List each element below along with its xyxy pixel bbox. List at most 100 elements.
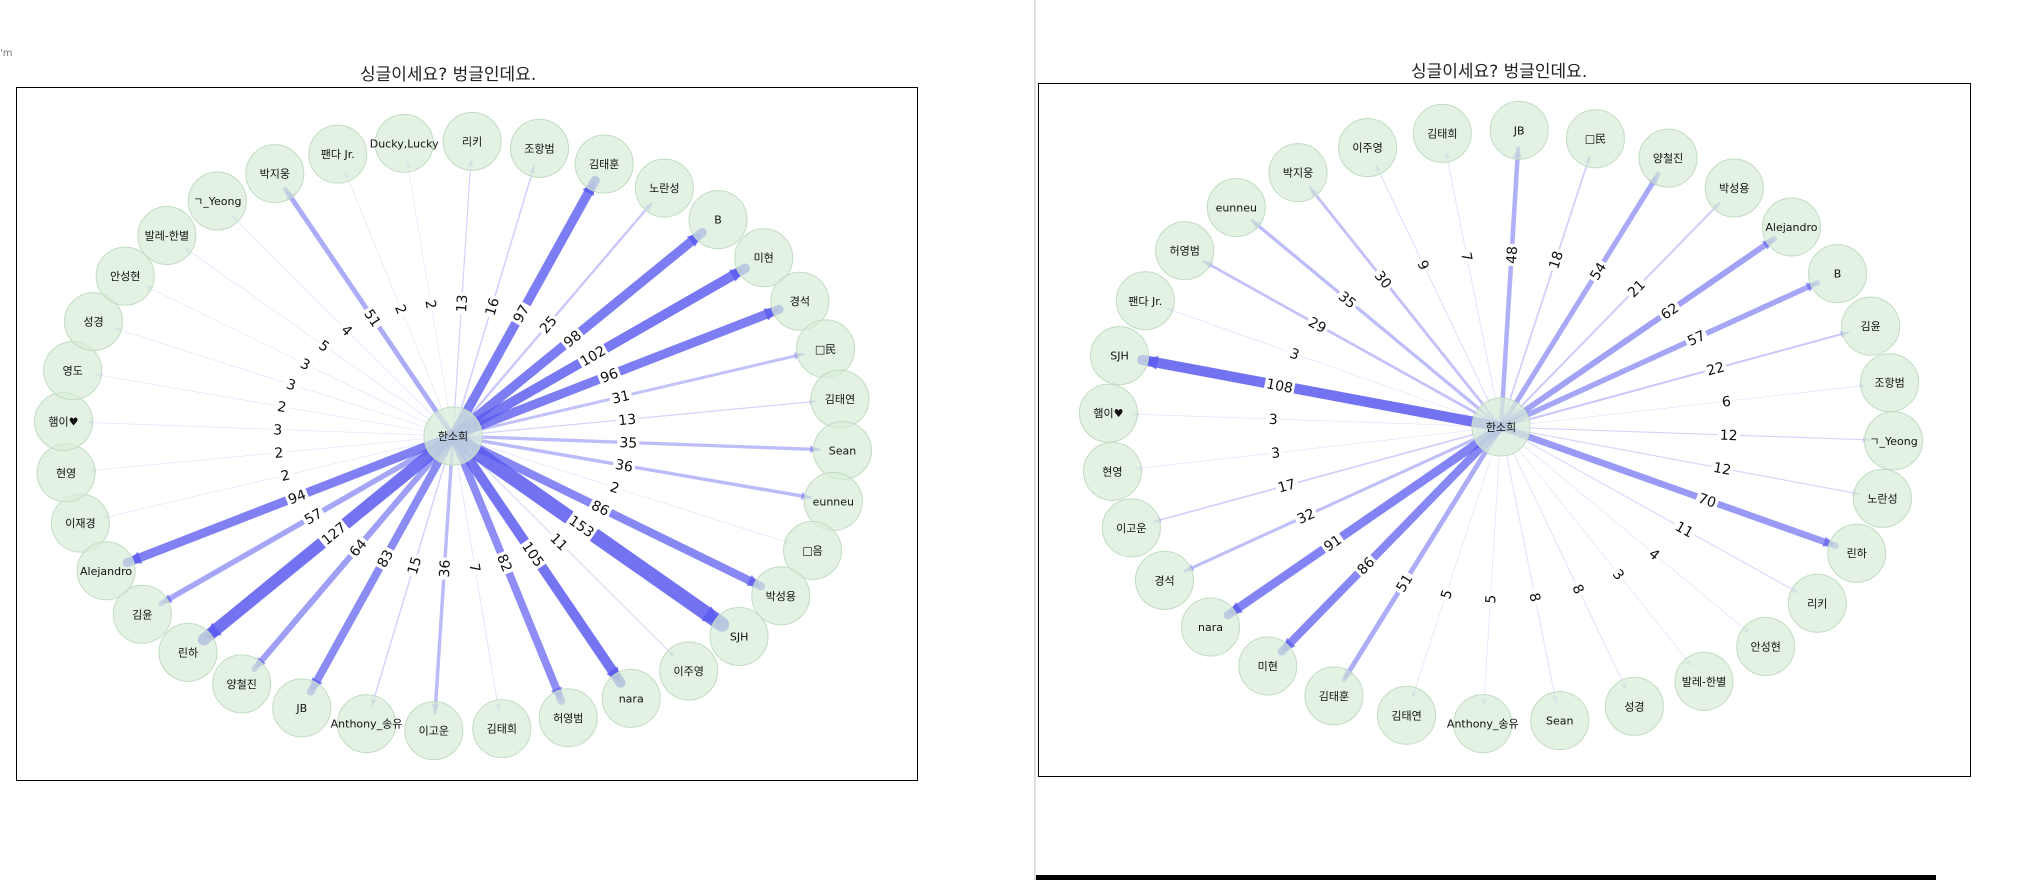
node-label: 노란성	[1867, 492, 1897, 505]
edge-weight: 2	[276, 399, 288, 416]
node-circle	[137, 206, 197, 266]
edge-label: 31	[607, 385, 634, 408]
edge-label-bg	[1584, 257, 1611, 285]
node-circle	[1604, 676, 1664, 736]
edge-label: 5	[313, 334, 336, 357]
edge-weight: 13	[618, 412, 637, 430]
graph-node: nara	[1181, 597, 1241, 657]
graph-node: 안성현	[95, 246, 155, 306]
edge-label: 2	[605, 476, 625, 498]
node-label: 박지웅	[260, 168, 290, 181]
edge-line	[88, 435, 454, 472]
edge-label-bg	[1435, 584, 1456, 604]
edge-label: 7	[1457, 248, 1478, 266]
node-label: 노란성	[649, 182, 679, 195]
graph-node: 리키	[1787, 573, 1847, 633]
node-label: Alejandro	[80, 565, 132, 578]
edge-label: 32	[1292, 503, 1320, 528]
edge-label: 5	[1480, 591, 1500, 607]
node-label: 김태훈	[1319, 690, 1349, 703]
edge-label: 2	[273, 396, 291, 416]
graph-node: 성경	[64, 292, 124, 352]
node-label: 이주영	[1352, 142, 1382, 155]
graph-node: 발레-한별	[137, 206, 197, 266]
graph-node: 노란성	[634, 158, 694, 218]
node-circle	[112, 584, 172, 644]
edge-label: 70	[1694, 488, 1721, 512]
node-circle	[574, 134, 634, 194]
edge-label: 17	[1273, 473, 1300, 497]
graph-node: 김태연	[1377, 685, 1437, 745]
edge-weight: 32	[1295, 506, 1318, 528]
edge-label: 18	[1543, 246, 1567, 273]
node-label: 리키	[462, 135, 482, 148]
graph-node: nara	[601, 668, 661, 728]
node-circle	[158, 622, 218, 682]
graph-node: 미현	[734, 228, 794, 288]
edge-label: 16	[480, 293, 503, 320]
graph-node: 안성현	[1736, 617, 1796, 677]
node-label: 양철진	[226, 678, 256, 691]
edge-label-bg	[493, 549, 518, 577]
bottom-scroll-bar[interactable]	[1036, 875, 1936, 880]
node-label: 현영	[1102, 465, 1122, 478]
node-label: 현영	[56, 467, 76, 480]
graph-node: 이주영	[1338, 118, 1398, 178]
node-circle	[1852, 468, 1912, 528]
node-circle	[1787, 573, 1847, 633]
edge-weight: 11	[1672, 519, 1695, 542]
edge-weight: 15	[405, 555, 425, 577]
graph-node: Ducky,Lucky	[370, 113, 439, 173]
node-circle	[1206, 177, 1266, 237]
edge-label: 36	[434, 557, 454, 581]
edge-label-bg	[1608, 563, 1631, 585]
graph-node: 햄이♥	[33, 392, 93, 452]
graph-node: 미현	[1238, 636, 1298, 696]
edge-line	[1483, 426, 1502, 707]
node-circle	[1412, 103, 1472, 163]
edge-line	[1166, 308, 1502, 428]
graph-node: 김태희	[472, 699, 532, 759]
edge-line	[1277, 422, 1506, 656]
node-label: Anthony_송유	[1447, 718, 1519, 731]
graph-node: Alejandro	[1761, 197, 1821, 257]
chart-title: 싱글이세요? 벙글인데요.	[1411, 62, 1588, 82]
edge-fragment-text: 'm	[0, 48, 13, 59]
edge-label-bg	[605, 476, 625, 498]
node-circle	[308, 124, 368, 184]
node-circle	[1736, 617, 1796, 677]
node-circle	[1155, 221, 1215, 281]
node-label: Sean	[829, 444, 856, 457]
node-circle	[1808, 244, 1868, 304]
network-graph-left: 이재경 현영 햄이♥ 영도 성경 안성현 발레-한별 ㄱ_Yeong 박지웅 팬다 Jr. Duck…	[33, 111, 873, 761]
node-label: SJH	[730, 630, 749, 643]
edge-label: 4	[336, 318, 359, 341]
edge-label-bg	[1285, 342, 1305, 364]
node-label: JB	[1513, 124, 1525, 137]
node-circle	[1090, 326, 1150, 386]
edge-label: 4	[1644, 542, 1666, 565]
edge-weight: 13	[454, 294, 471, 313]
network-graph-right: 현영 햄이♥ SJH 팬다 Jr. 허영범 eunneu 박지웅 이주영 김태희 JB □民 양철진박…	[1078, 100, 1924, 754]
edge-weight: 48	[1504, 246, 1521, 265]
node-label: 김태연	[825, 393, 855, 406]
graph-node: 팬다 Jr.	[1115, 271, 1175, 331]
window-edge-fragment: 'm	[0, 48, 14, 98]
edge-label-bg	[611, 454, 637, 476]
graph-node: 양철진	[1638, 128, 1698, 188]
edge-label: 2	[391, 299, 413, 319]
edge-label: 2	[271, 442, 287, 462]
edge-label: 2	[276, 464, 294, 485]
edges-layer	[1131, 145, 1871, 707]
edge-label-bg	[273, 396, 291, 416]
edge-line	[102, 435, 454, 519]
edge-weight: 2	[274, 445, 284, 462]
edge-label-bg	[1263, 373, 1297, 397]
edge-weight: 97	[511, 302, 534, 325]
edge-weight: 6	[1721, 394, 1732, 411]
node-label: 박성용	[766, 590, 796, 603]
edge-label: 83	[371, 544, 398, 572]
edge-weight: 86	[589, 498, 612, 520]
edge-label-bg	[480, 293, 503, 320]
edge-label-bg	[434, 557, 454, 581]
